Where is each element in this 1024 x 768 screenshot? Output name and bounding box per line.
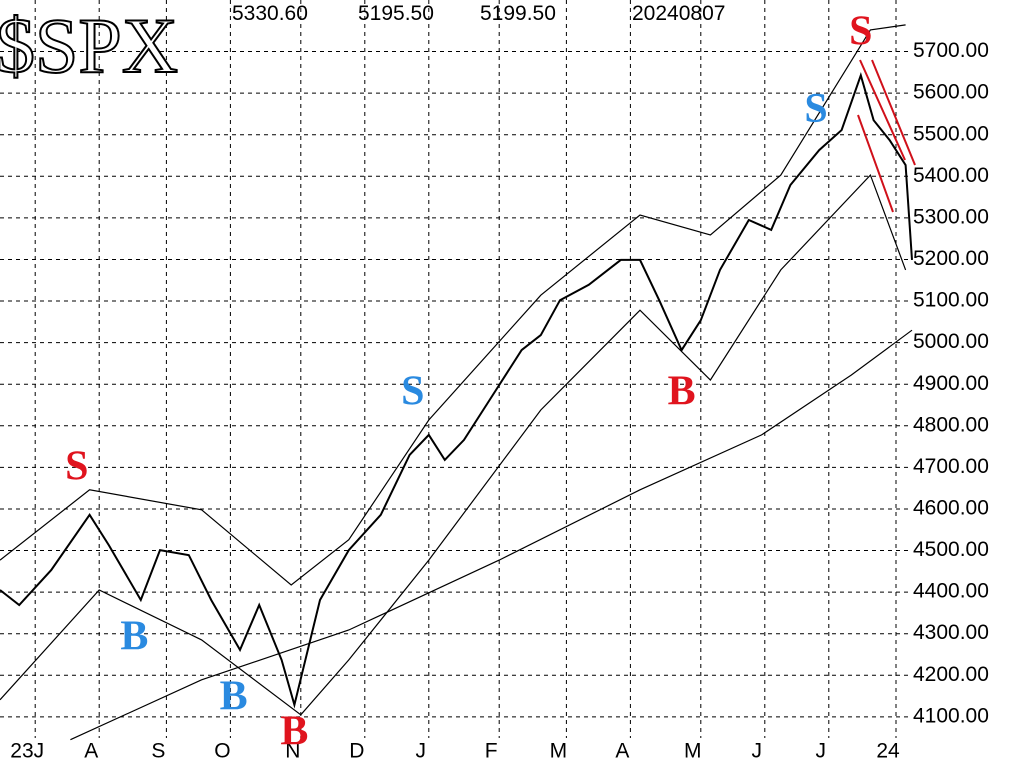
y-tick-label: 4600.00 (913, 496, 989, 519)
signal-label: S (65, 444, 88, 490)
header-value: 5199.50 (480, 2, 556, 25)
y-tick-label: 4200.00 (913, 663, 989, 686)
signal-label: S (849, 9, 872, 55)
price-line (70, 329, 913, 741)
signal-label: B (120, 614, 148, 660)
trend-line (859, 59, 906, 161)
signal-label: S (401, 369, 424, 415)
signal-label: B (668, 369, 696, 415)
y-tick-label: 5400.00 (913, 164, 989, 187)
x-tick-label: O (214, 740, 230, 763)
y-tick-label: 4300.00 (913, 621, 989, 644)
plot (0, 24, 913, 741)
header-date: 20240807 (632, 2, 725, 25)
grid (0, 0, 912, 738)
x-tick-label: M (550, 740, 568, 763)
signal-label: B (220, 673, 248, 719)
x-tick-label: F (485, 740, 498, 763)
signal-label: S (804, 86, 827, 132)
x-tick-label: J (816, 740, 827, 763)
y-tick-label: 5700.00 (913, 39, 989, 62)
price-line (0, 71, 913, 709)
y-tick-label: 4900.00 (913, 372, 989, 395)
price-line (0, 24, 906, 586)
y-tick-label: 5600.00 (913, 81, 989, 104)
trend-line (871, 59, 916, 166)
y-tick-label: 5500.00 (913, 122, 989, 145)
x-tick-label: J (416, 740, 427, 763)
y-tick-label: 4700.00 (913, 455, 989, 478)
x-tick-label: N (285, 740, 300, 763)
x-tick-label: J (752, 740, 763, 763)
y-tick-label: 4800.00 (913, 413, 989, 436)
header-value: 5195.50 (358, 2, 434, 25)
x-tick-label: 23J (10, 740, 44, 763)
y-tick-label: 5200.00 (913, 247, 989, 270)
x-tick-label: M (684, 740, 702, 763)
y-tick-label: 5300.00 (913, 205, 989, 228)
signal-label: B (280, 708, 308, 754)
y-tick-label: 5100.00 (913, 289, 989, 312)
price-line (0, 173, 907, 716)
x-tick-label: S (151, 740, 165, 763)
trend-line (857, 114, 894, 213)
y-tick-label: 4400.00 (913, 580, 989, 603)
header-value: 5330.60 (232, 2, 308, 25)
y-tick-label: 4100.00 (913, 704, 989, 727)
x-tick-label: 24 (876, 740, 900, 763)
x-tick-label: A (84, 740, 98, 763)
x-tick-label: A (615, 740, 629, 763)
y-tick-label: 4500.00 (913, 538, 989, 561)
y-tick-label: 5000.00 (913, 330, 989, 353)
labels: 4100.00 4200.00 4300.00 4400.00 4500.00 4600.… (10, 9, 989, 763)
x-tick-label: D (349, 740, 364, 763)
chart-title: $SPX (0, 2, 178, 89)
